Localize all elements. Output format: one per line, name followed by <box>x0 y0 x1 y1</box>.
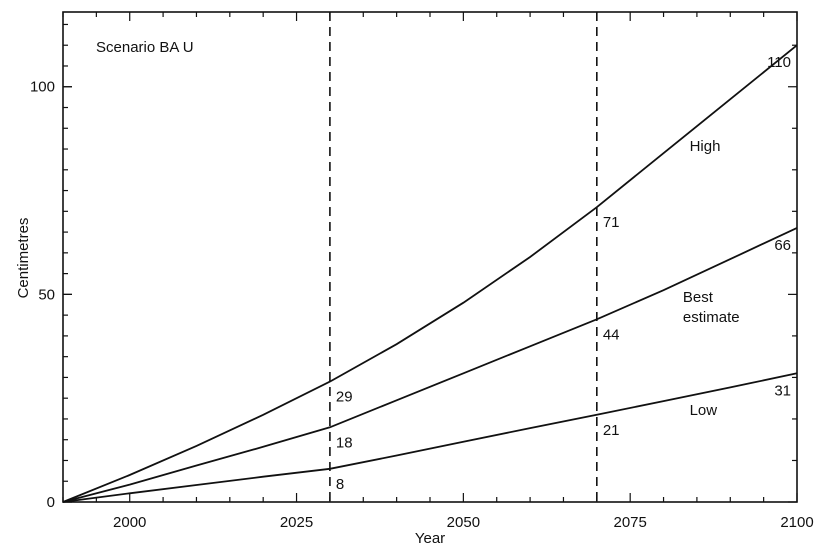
data-label: 71 <box>603 214 620 231</box>
data-label: 18 <box>336 434 353 451</box>
series-line-best-estimate <box>62 227 798 503</box>
plot-frame <box>62 11 798 503</box>
data-label: 21 <box>603 422 620 439</box>
data-label: 110 <box>767 54 791 71</box>
x-tick-label: 2000 <box>113 514 146 531</box>
y-tick-label: 50 <box>38 286 55 303</box>
axis-ticks: 2000 2025 2050 2075 2100 0 50 100 <box>30 12 814 531</box>
series-name: Best estimate <box>683 289 740 326</box>
data-label: 31 <box>774 382 791 399</box>
x-tick-label: 2075 <box>613 514 646 531</box>
y-tick-label: 100 <box>30 79 55 96</box>
data-label: 8 <box>336 476 344 493</box>
series-lines <box>62 44 798 503</box>
data-label: 66 <box>774 237 791 254</box>
series-line-low <box>62 372 798 503</box>
scenario-annotation: Scenario BA U <box>96 39 194 56</box>
y-axis-title: Centimetres <box>15 218 32 299</box>
series-name: Low <box>690 402 718 419</box>
x-axis-title: Year <box>415 530 445 547</box>
reference-lines <box>329 12 598 502</box>
x-tick-label: 2100 <box>780 514 813 531</box>
data-labels: 29 71 110 18 44 66 8 21 31 <box>336 54 791 493</box>
x-tick-label: 2050 <box>447 514 480 531</box>
x-tick-label: 2025 <box>280 514 313 531</box>
series-line-high <box>62 44 798 503</box>
data-label: 29 <box>336 389 353 406</box>
data-label: 44 <box>603 326 620 343</box>
y-tick-label: 0 <box>47 494 55 511</box>
series-names: High Best estimate Low <box>683 138 740 419</box>
series-name: High <box>690 138 721 155</box>
